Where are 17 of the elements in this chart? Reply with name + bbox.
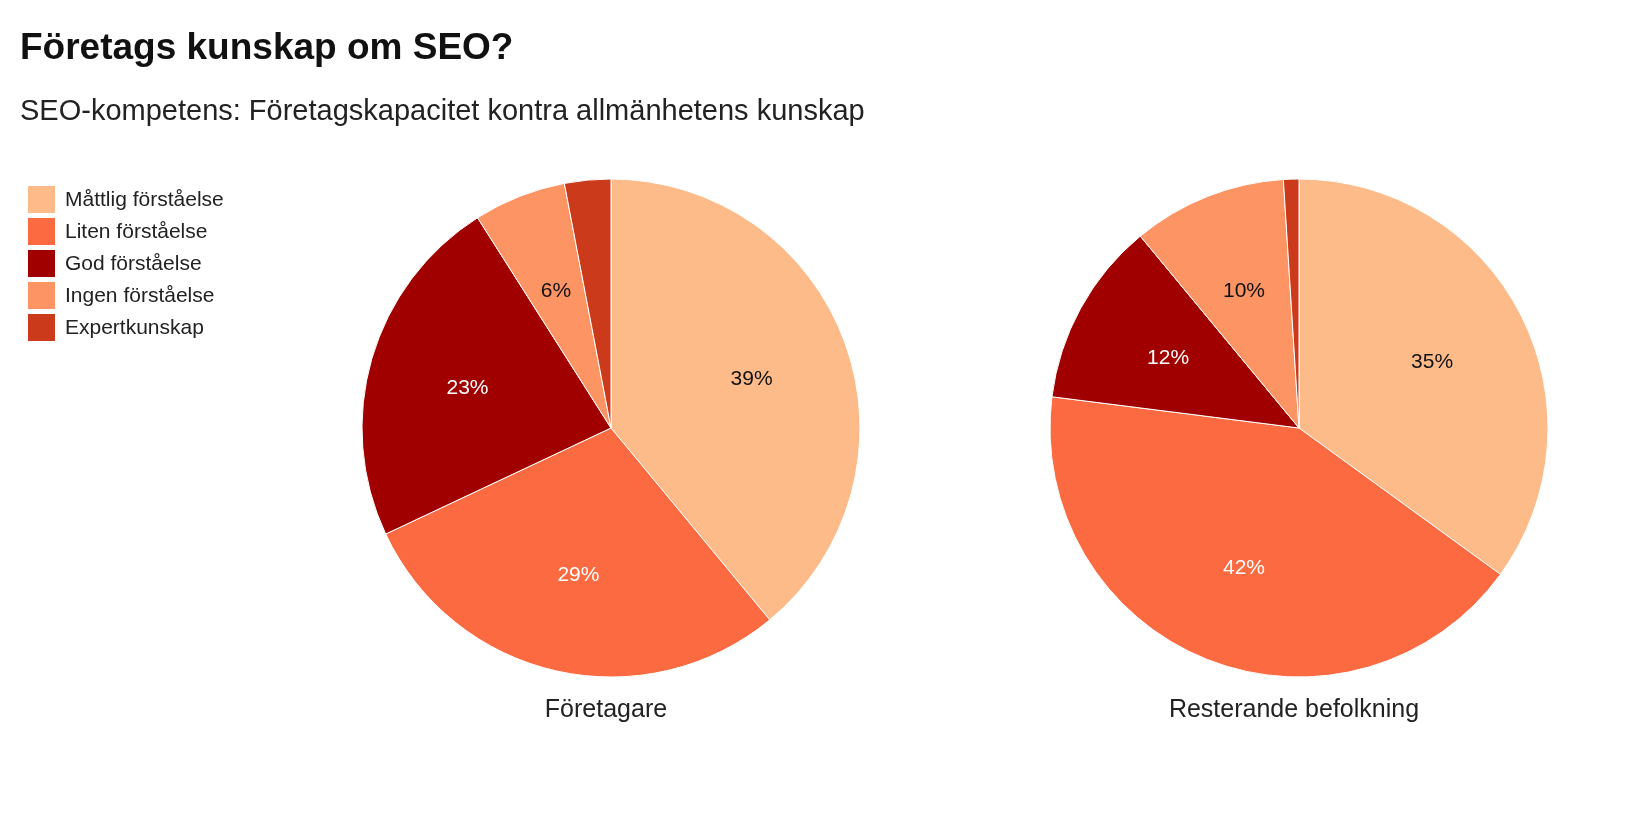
text: Resterande befolkning bbox=[1167, 694, 1421, 723]
data-label: 39% bbox=[730, 365, 773, 389]
legend-label: Liten förståelse bbox=[65, 219, 208, 243]
data-label: 29% bbox=[557, 562, 600, 586]
data-label: 10% bbox=[1222, 277, 1266, 301]
legend-label: Måttlig förståelse bbox=[65, 187, 224, 211]
legend-label: God förståelse bbox=[65, 251, 202, 275]
data-label: 6% bbox=[540, 277, 572, 301]
data-label: 35% bbox=[1411, 348, 1454, 372]
chart-title: Företags kunskap om SEO? bbox=[20, 26, 514, 68]
legend-label: Ingen förståelse bbox=[65, 283, 215, 307]
data-label: 42% bbox=[1222, 555, 1266, 579]
data-label: 12% bbox=[1147, 344, 1190, 368]
legend-label: Expertkunskap bbox=[65, 315, 204, 339]
chart-subtitle: SEO-kompetens: Företagskapacitet kontra allmänhetens kunskap bbox=[20, 94, 865, 127]
text: Företagare bbox=[543, 694, 669, 723]
data-label: 23% bbox=[446, 374, 489, 398]
